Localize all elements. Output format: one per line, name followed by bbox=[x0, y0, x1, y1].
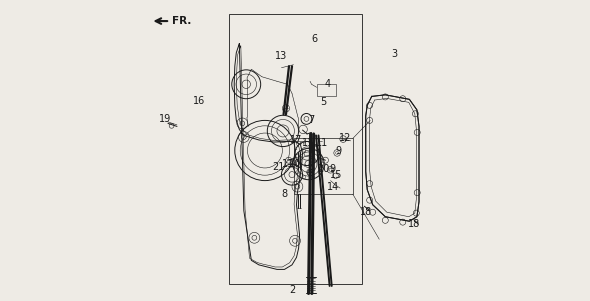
Text: 9: 9 bbox=[309, 165, 314, 175]
Text: 17: 17 bbox=[290, 135, 303, 145]
Text: 11: 11 bbox=[281, 159, 294, 169]
Text: 11: 11 bbox=[316, 138, 328, 148]
Text: 4: 4 bbox=[325, 79, 331, 89]
Text: 19: 19 bbox=[159, 114, 172, 124]
Bar bbox=[230, 14, 362, 284]
Text: 2: 2 bbox=[289, 285, 295, 296]
Text: 6: 6 bbox=[312, 34, 317, 44]
Text: 10: 10 bbox=[289, 159, 301, 169]
Text: 15: 15 bbox=[330, 169, 343, 180]
Text: 18: 18 bbox=[360, 207, 372, 217]
Text: 11: 11 bbox=[303, 138, 314, 148]
Bar bbox=[317, 84, 336, 96]
Text: 16: 16 bbox=[192, 96, 205, 106]
Text: 21: 21 bbox=[272, 162, 284, 172]
Text: 13: 13 bbox=[276, 51, 287, 61]
Bar bbox=[294, 138, 353, 194]
Text: 12: 12 bbox=[339, 133, 351, 144]
Text: 7: 7 bbox=[309, 115, 314, 126]
Text: 9: 9 bbox=[330, 163, 336, 174]
Text: 8: 8 bbox=[281, 189, 287, 199]
Text: FR.: FR. bbox=[172, 16, 191, 26]
Text: 20: 20 bbox=[317, 163, 330, 174]
Text: 5: 5 bbox=[320, 97, 327, 107]
Text: 9: 9 bbox=[336, 145, 342, 156]
Text: 14: 14 bbox=[326, 182, 339, 192]
Text: 3: 3 bbox=[391, 49, 398, 59]
Text: 18: 18 bbox=[408, 219, 420, 229]
